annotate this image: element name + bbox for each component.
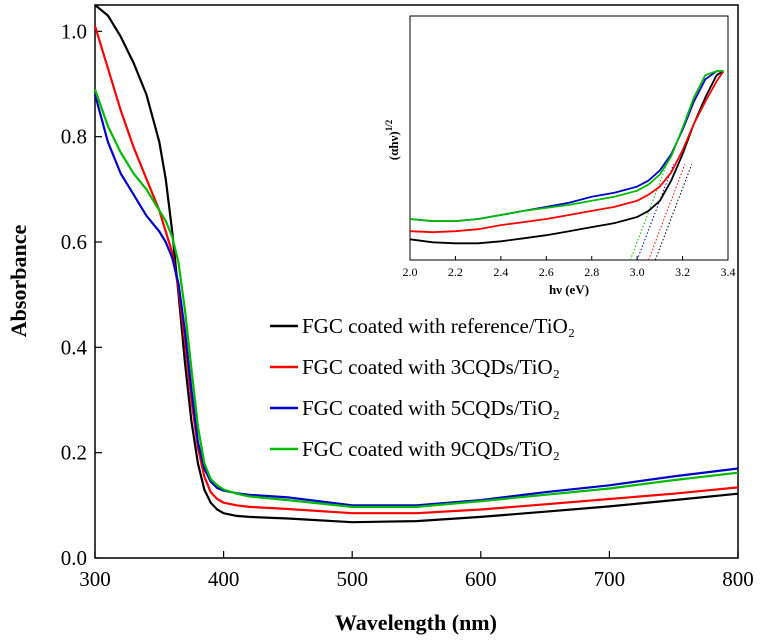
x-tick-label: 800 bbox=[722, 567, 754, 591]
series-line-3 bbox=[93, 88, 739, 508]
series-line-0 bbox=[94, 4, 739, 524]
inset-x-tick-label: 2.8 bbox=[584, 265, 599, 279]
legend-label-3: FGC coated with 9CQDs/TiO₂ bbox=[302, 437, 560, 461]
inset-x-tick-label: 2.4 bbox=[493, 265, 508, 279]
inset-y-axis-title: (αhν) bbox=[386, 131, 401, 160]
inset-tangent-lines bbox=[629, 164, 693, 261]
inset-x-tick-label: 2.0 bbox=[403, 265, 418, 279]
x-tick-label: 500 bbox=[336, 567, 368, 591]
series-line-1 bbox=[93, 25, 739, 515]
inset-series-line-1 bbox=[409, 70, 725, 234]
inset-x-tick-label: 2.6 bbox=[539, 265, 554, 279]
y-tick-label: 0.0 bbox=[61, 546, 87, 570]
y-tick-label: 0.4 bbox=[61, 335, 88, 359]
inset-tangent-3 bbox=[629, 164, 668, 261]
y-tick-label: 0.8 bbox=[61, 125, 87, 149]
y-axis-title: Absorbance bbox=[6, 225, 31, 338]
inset-tangent-1 bbox=[648, 164, 686, 261]
inset-plot-area bbox=[409, 15, 729, 261]
inset-axis-ticks: 2.0 2.2 2.4 2.6 2.8 3.0 3.2 3.4 bbox=[403, 256, 736, 279]
x-tick-label: 600 bbox=[465, 567, 497, 591]
main-series-lines bbox=[93, 4, 739, 524]
main-axis-ticks: 300 400 500 600 700 800 0.0 0.2 0.4 0.6 0.8 1.0 bbox=[61, 19, 754, 591]
y-tick-label: 1.0 bbox=[61, 19, 87, 43]
x-tick-label: 700 bbox=[594, 567, 626, 591]
inset-y-axis-title-group: (αhν)1/2 bbox=[384, 119, 401, 160]
legend-label-2: FGC coated with 5CQDs/TiO₂ bbox=[302, 396, 560, 420]
inset-x-tick-label: 3.2 bbox=[675, 265, 690, 279]
legend: FGC coated with reference/TiO₂ FGC coated… bbox=[270, 314, 575, 461]
y-tick-label: 0.6 bbox=[61, 230, 87, 254]
inset-x-tick-label: 3.4 bbox=[721, 265, 736, 279]
svg-text:(αhν)1/2: (αhν)1/2 bbox=[384, 119, 401, 160]
inset-x-tick-label: 3.0 bbox=[630, 265, 645, 279]
inset-series-lines bbox=[409, 70, 725, 245]
inset-x-tick-label: 2.2 bbox=[448, 265, 463, 279]
inset-tangent-2 bbox=[636, 164, 674, 261]
inset-series-line-3 bbox=[409, 70, 724, 223]
y-tick-label: 0.2 bbox=[61, 441, 87, 465]
legend-label-0: FGC coated with reference/TiO₂ bbox=[302, 314, 575, 338]
legend-label-1: FGC coated with 3CQDs/TiO₂ bbox=[302, 355, 560, 379]
inset-tangent-0 bbox=[654, 164, 693, 261]
x-tick-label: 300 bbox=[79, 567, 111, 591]
inset-x-axis-title: hν (eV) bbox=[549, 282, 589, 297]
x-tick-label: 400 bbox=[208, 567, 240, 591]
inset-y-axis-superscript: 1/2 bbox=[384, 119, 394, 131]
x-axis-title: Wavelength (nm) bbox=[335, 610, 497, 635]
